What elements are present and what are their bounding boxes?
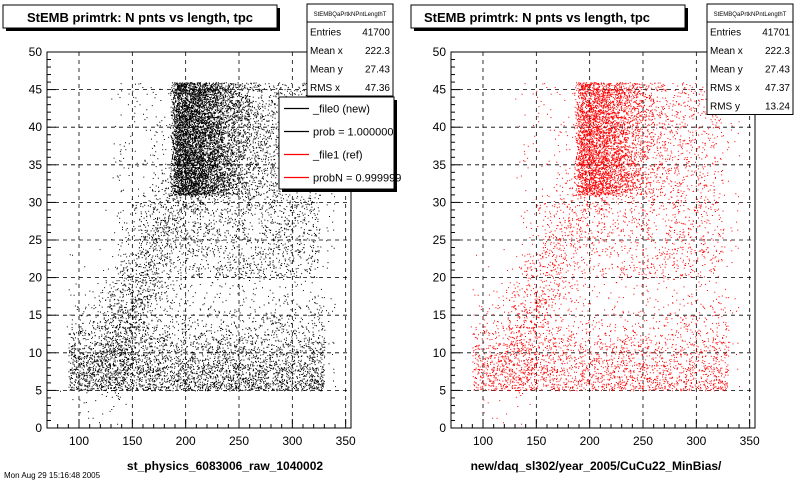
title-box	[410, 4, 686, 29]
y-tick-label: 40	[29, 120, 43, 134]
left-pad: 100 150 200 250 300 350 0 5 10 15 20 25 30 35 40 45 50 s…	[2, 3, 401, 473]
stats-value: 222.3	[765, 46, 790, 57]
footer-timestamp: Mon Aug 29 15:16:48 2005	[4, 471, 101, 480]
x-axis-label: new/daq_sl302/year_2005/CuCu22_MinBias/	[471, 459, 722, 473]
y-tick-label: 40	[433, 120, 447, 134]
x-tick-label: 250	[229, 434, 249, 448]
legend-entry-label: _file1 (ref)	[312, 150, 363, 162]
stats-value: 41701	[762, 28, 790, 39]
legend-box: _file0 (new) prob = 1.000000 _file1 (ref) p…	[278, 96, 401, 192]
x-tick-label: 200	[580, 434, 600, 448]
stats-value: 27.43	[765, 65, 790, 76]
stats-label: Entries	[310, 28, 341, 39]
stats-value: 222.3	[365, 46, 390, 57]
x-tick-label: 100	[69, 434, 89, 448]
y-tick-label: 20	[433, 271, 447, 285]
right-pad: 100 150 200 250 300 350 0 5 10 15 20 25 30 35 40 45 50 n…	[410, 3, 794, 473]
y-tick-label: 30	[29, 195, 43, 209]
stats-label: Mean y	[710, 65, 743, 76]
x-tick-label: 300	[282, 434, 302, 448]
x-tick-label: 200	[176, 434, 196, 448]
y-tick-label: 15	[29, 308, 43, 322]
stats-label: RMS x	[310, 83, 340, 94]
legend-entry-label: _file0 (new)	[312, 104, 370, 116]
x-axis-label: st_physics_6083006_raw_1040002	[127, 459, 323, 473]
x-tick-label: 150	[526, 434, 546, 448]
y-tick-label: 50	[433, 45, 447, 59]
stats-label: Mean x	[310, 46, 343, 57]
axis-ticks	[450, 51, 751, 429]
stats-label: Mean y	[310, 65, 343, 76]
y-tick-label: 10	[29, 346, 43, 360]
y-tick-label: 45	[433, 83, 447, 97]
stats-value: 27.43	[365, 65, 390, 76]
y-tick-label: 0	[439, 421, 446, 435]
x-tick-label: 250	[633, 434, 653, 448]
legend-frame	[278, 96, 395, 190]
axis-tick-labels: 100 150 200 250 300 350 0 5 10 15 20 25 30 35 40 45 50	[29, 45, 356, 448]
chart-title: StEMB primtrk: N pnts vs length, tpc	[424, 10, 650, 25]
y-tick-label: 35	[433, 158, 447, 172]
stats-name: StEMBQaPrtkNPntLengthT	[314, 12, 387, 18]
x-tick-label: 350	[740, 434, 760, 448]
stats-label: Entries	[710, 28, 741, 39]
y-tick-label: 45	[29, 83, 43, 97]
stats-label: RMS x	[710, 83, 740, 94]
x-tick-label: 300	[686, 434, 706, 448]
scatter-points	[470, 82, 740, 425]
stats-box: StEMBQaPrtkNPntLengthT Entries 41700 Mean x…	[306, 3, 394, 97]
x-tick-label: 100	[473, 434, 493, 448]
legend-entry-label: prob = 1.000000	[313, 127, 393, 139]
stats-box-frame	[306, 3, 394, 97]
stats-value: 13.24	[765, 102, 790, 113]
y-tick-label: 15	[433, 308, 447, 322]
stats-label: RMS y	[710, 102, 740, 113]
scatter-points	[60, 82, 336, 425]
stats-box-frame	[706, 3, 794, 115]
axis-tick-labels: 100 150 200 250 300 350 0 5 10 15 20 25 30 35 40 45 50	[433, 45, 760, 448]
chart-title: StEMB primtrk: N pnts vs length, tpc	[27, 10, 253, 25]
title-box	[2, 4, 278, 29]
y-tick-label: 20	[29, 271, 43, 285]
axis-ticks	[46, 51, 347, 429]
stats-box: StEMBQaPrtkNPntLengthT Entries 41701 Mean x…	[706, 3, 794, 115]
x-tick-label: 150	[122, 434, 142, 448]
legend-entry-label: probN = 0.999999	[313, 173, 401, 185]
scatter-points-path	[470, 82, 740, 425]
y-tick-label: 5	[439, 383, 446, 397]
y-tick-label: 35	[29, 158, 43, 172]
scatter-points-path	[60, 82, 336, 425]
y-tick-label: 5	[35, 383, 42, 397]
stats-label: Mean x	[710, 46, 743, 57]
y-tick-label: 30	[433, 195, 447, 209]
x-tick-label: 350	[336, 434, 356, 448]
stats-value: 47.37	[765, 83, 790, 94]
y-tick-label: 10	[433, 346, 447, 360]
y-tick-label: 50	[29, 45, 43, 59]
stats-value: 41700	[362, 28, 390, 39]
y-tick-label: 25	[29, 233, 43, 247]
y-tick-label: 25	[433, 233, 447, 247]
stats-name: StEMBQaPrtkNPntLengthT	[714, 12, 787, 18]
stats-value: 47.36	[365, 83, 390, 94]
y-tick-label: 0	[35, 421, 42, 435]
